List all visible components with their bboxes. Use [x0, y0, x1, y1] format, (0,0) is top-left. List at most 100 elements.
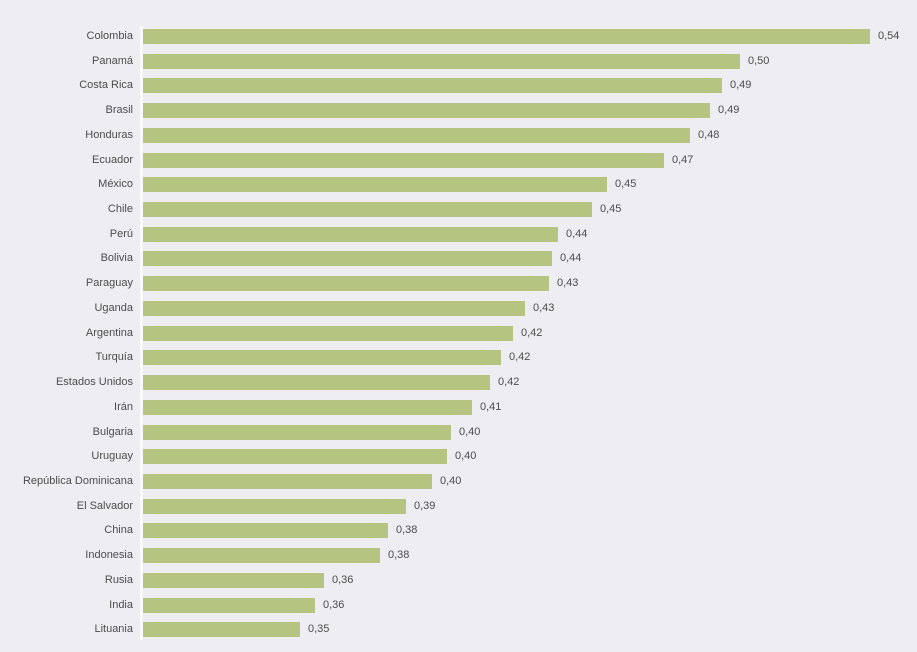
category-label: Estados Unidos [55, 376, 133, 389]
category-label: Chile [107, 203, 133, 216]
bar [143, 202, 592, 218]
category-label: República Dominicana [22, 474, 133, 487]
bar-row: Irán 0,41 [0, 399, 917, 415]
value-label: 0,45 [615, 178, 637, 191]
bar [143, 103, 710, 119]
bar [143, 375, 490, 391]
bar-row: Colombia 0,54 [0, 29, 917, 44]
category-label: Panamá [92, 54, 133, 67]
value-label: 0,43 [533, 301, 555, 314]
value-label: 0,49 [718, 104, 740, 117]
bar-row: Rusia 0,36 [0, 572, 917, 588]
value-label: 0,40 [455, 450, 477, 463]
category-label: Perú [109, 227, 133, 240]
category-label: Indonesia [85, 549, 133, 562]
bar [143, 597, 315, 613]
bar [143, 226, 558, 242]
bar [143, 548, 380, 564]
category-label: India [109, 598, 133, 611]
value-label: 0,35 [308, 623, 330, 636]
value-label: 0,47 [672, 153, 694, 166]
value-label: 0,36 [332, 573, 354, 586]
bar-row: Indonesia 0,38 [0, 548, 917, 564]
category-label: Bulgaria [92, 425, 133, 438]
bar [143, 177, 607, 193]
category-label: Turquía [95, 351, 133, 364]
value-label: 0,43 [557, 277, 579, 290]
category-label: El Salvador [76, 499, 133, 512]
bar [143, 276, 549, 292]
bar [143, 572, 324, 588]
bar [143, 622, 300, 638]
bar-row: Brasil 0,49 [0, 103, 917, 119]
bar [143, 251, 552, 267]
category-label: Irán [114, 400, 133, 413]
category-label: Rusia [104, 573, 133, 586]
bar [143, 449, 447, 465]
bar [143, 424, 451, 440]
category-label: Lituania [94, 623, 133, 636]
bar [143, 152, 664, 168]
y-axis-line [140, 26, 143, 640]
bar-row: Costa Rica 0,49 [0, 78, 917, 94]
category-label: Uganda [94, 301, 133, 314]
value-label: 0,54 [878, 30, 900, 42]
bar-row: Bolivia 0,44 [0, 251, 917, 267]
value-label: 0,36 [323, 598, 345, 611]
value-label: 0,38 [388, 549, 410, 562]
value-label: 0,44 [566, 227, 588, 240]
bar-row: China 0,38 [0, 523, 917, 539]
value-label: 0,42 [498, 376, 520, 389]
bar [143, 127, 690, 143]
category-label: México [98, 178, 133, 191]
value-label: 0,49 [730, 79, 752, 92]
bar-row: México 0,45 [0, 177, 917, 193]
value-label: 0,44 [560, 252, 582, 265]
value-label: 0,40 [440, 474, 462, 487]
bar [143, 473, 432, 489]
bar-row: Honduras 0,48 [0, 127, 917, 143]
category-label: Ecuador [92, 153, 133, 166]
bar-row: Uruguay 0,40 [0, 449, 917, 465]
bar [143, 300, 525, 316]
category-label: Uruguay [91, 450, 133, 463]
value-label: 0,48 [698, 128, 720, 141]
category-label: Argentina [85, 326, 133, 339]
value-label: 0,38 [396, 524, 418, 537]
category-label: Bolivia [100, 252, 133, 265]
bar [143, 325, 513, 341]
value-label: 0,50 [748, 54, 770, 67]
value-label: 0,40 [459, 425, 481, 438]
value-label: 0,42 [509, 351, 531, 364]
value-label: 0,39 [414, 499, 436, 512]
category-label: Costa Rica [79, 79, 133, 92]
bar [143, 29, 870, 44]
bar-row: Argentina 0,42 [0, 325, 917, 341]
bar-row: Turquía 0,42 [0, 350, 917, 366]
category-label: China [104, 524, 133, 537]
bar [143, 53, 740, 69]
bar-row: Estados Unidos 0,42 [0, 375, 917, 391]
bar [143, 399, 472, 415]
value-label: 0,45 [600, 203, 622, 216]
bar [143, 78, 722, 94]
value-label: 0,42 [521, 326, 543, 339]
bar [143, 523, 388, 539]
bar-row: El Salvador 0,39 [0, 498, 917, 514]
bar [143, 498, 406, 514]
bar [143, 350, 501, 366]
bar-row: Uganda 0,43 [0, 300, 917, 316]
bar-row: Bulgaria 0,40 [0, 424, 917, 440]
bar-row: India 0,36 [0, 597, 917, 613]
category-label: Paraguay [85, 277, 133, 290]
bar-row: República Dominicana 0,40 [0, 473, 917, 489]
category-label: Honduras [85, 128, 133, 141]
bar-row: Panamá 0,50 [0, 53, 917, 69]
bar-row: Paraguay 0,43 [0, 276, 917, 292]
bar-row: Lituania 0,35 [0, 622, 917, 638]
value-label: 0,41 [480, 400, 502, 413]
category-label: Brasil [105, 104, 133, 117]
bar-row: Perú 0,44 [0, 226, 917, 242]
category-label: Colombia [86, 30, 133, 42]
